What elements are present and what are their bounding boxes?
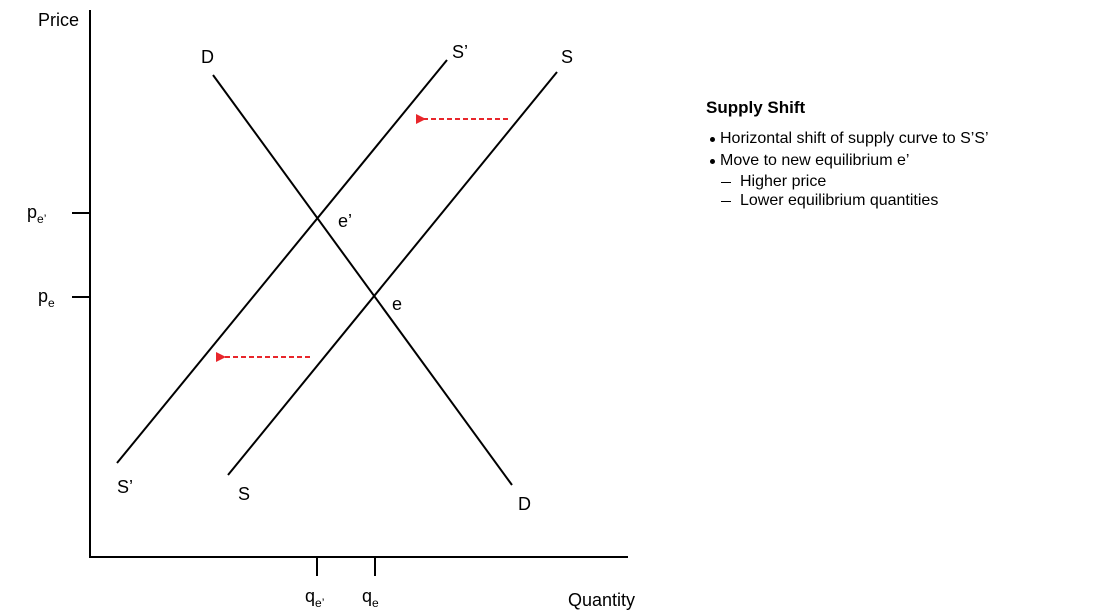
sub-list: Higher price Lower equilibrium quantities [720,172,989,210]
dash-marker [721,182,731,183]
bullet-marker [710,137,715,142]
x-tick-label: qe’ [305,586,324,610]
curve-label: D [518,494,531,514]
tick-base: q [362,586,372,606]
tick-sub: e [372,596,379,610]
bullet-list: Horizontal shift of supply curve to S’S’… [706,128,989,210]
tick-sub: e [48,296,55,310]
y-axis-label: Price [38,10,79,30]
supply-curve [227,71,558,476]
demand-curve [212,74,513,486]
bullet-text: Move to new equilibrium e’ [720,152,910,169]
sub-text: Lower equilibrium quantities [740,192,939,209]
x-axis-label: Quantity [568,590,635,610]
point-label: e’ [338,211,352,231]
bullet-marker [710,159,715,164]
sub-text: Higher price [740,173,827,190]
y-tick-label: pe [38,286,55,310]
notes: Supply Shift Horizontal shift of supply … [706,98,989,210]
bullet-item: Move to new equilibrium e’ Higher price Lo… [710,150,989,210]
tick-base: p [38,286,48,306]
tick-sub: e’ [315,596,324,610]
bullet-text: Horizontal shift of supply curve to S’S’ [720,130,989,147]
y-tick-label: pe’ [27,202,46,226]
point-label: e [392,294,402,314]
sub-item: Higher price [721,172,989,191]
curve-label: S [238,484,250,504]
notes-title: Supply Shift [706,98,806,117]
tick-base: q [305,586,315,606]
sub-item: Lower equilibrium quantities [721,191,989,210]
tick-base: p [27,202,37,222]
bullet-item: Horizontal shift of supply curve to S’S’ [710,128,989,150]
curve-label: S [561,47,573,67]
x-tick-label: qe [362,586,379,610]
tick-sub: e’ [37,212,46,226]
curve-label: S’ [452,42,468,62]
new-supply-curve [116,59,448,464]
dash-marker [721,201,731,202]
curve-label: S’ [117,477,133,497]
curve-label: D [201,47,214,67]
